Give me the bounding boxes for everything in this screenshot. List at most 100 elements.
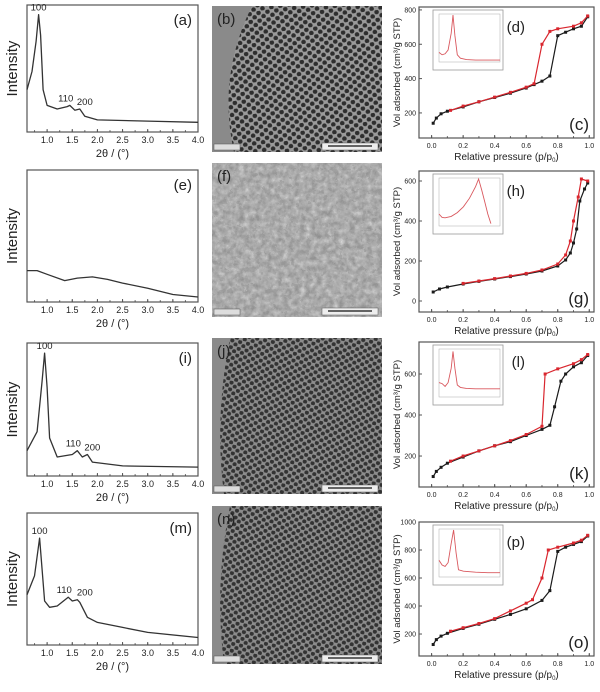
tem-micrograph <box>212 163 382 317</box>
adsorption-point <box>564 30 568 34</box>
adsorption-point <box>564 545 568 549</box>
inset-frame <box>432 344 504 406</box>
desorption-point <box>540 576 544 580</box>
chart-panel-i: 1.0 1.5 2.0 2.5 3.0 3.5 4.0 2θ / (°) Intensity 10… <box>4 341 204 504</box>
panel-label: (b) <box>217 11 235 28</box>
y-tick-label: 200 <box>404 632 416 639</box>
panel-label: (m) <box>170 520 193 537</box>
tem-info-bar <box>213 308 241 316</box>
tem-micrograph <box>212 506 382 664</box>
peak-label: 110 <box>58 93 73 104</box>
adsorption-point <box>439 634 443 638</box>
desorption-point <box>586 353 590 357</box>
desorption-point <box>579 538 583 542</box>
x-tick-label: 1.5 <box>66 305 79 315</box>
y-axis-label: Intensity <box>4 208 21 264</box>
x-tick-label: 0.6 <box>521 661 531 668</box>
adsorption-line <box>432 535 589 645</box>
x-tick-label: 0.2 <box>458 317 468 324</box>
desorption-point <box>572 541 576 545</box>
adsorption-point <box>431 290 435 294</box>
panel-label: (g) <box>568 289 589 308</box>
x-tick-label: 1.0 <box>584 492 594 499</box>
adsorption-point <box>540 427 544 431</box>
y-tick-label: 400 <box>404 76 416 83</box>
y-tick-label: 600 <box>404 179 416 186</box>
x-tick-label: 3.5 <box>167 135 180 145</box>
y-axis-label: Intensity <box>4 381 21 437</box>
adsorption-point <box>556 549 560 553</box>
peak-label: 110 <box>66 439 81 450</box>
panel-label: (e) <box>174 177 192 194</box>
x-tick-label: 1.5 <box>66 648 79 658</box>
x-axis-label-end: ) <box>555 501 558 512</box>
x-tick-label: 0.0 <box>427 143 437 150</box>
chart-panel-e: 1.0 1.5 2.0 2.5 3.0 3.5 4.0 2θ / (°) Intensity (e… <box>4 169 204 330</box>
adsorption-point <box>578 199 582 203</box>
desorption-point <box>532 82 536 86</box>
adsorption-point <box>540 598 544 602</box>
x-tick-label: 2.5 <box>116 135 129 145</box>
x-tick-label: 3.5 <box>167 479 180 489</box>
x-tick-label: 2.0 <box>91 479 104 489</box>
x-axis-label-main: Relative pressure (p/p <box>454 152 552 163</box>
y-tick-label: 200 <box>404 454 416 461</box>
tem-image-f: (f) <box>212 163 382 317</box>
desorption-point <box>461 454 465 458</box>
x-axis-label: Relative pressure (p/p0) <box>454 152 559 164</box>
y-axis-label: Vol adsorbed (cm³/g STP) <box>392 360 403 469</box>
adsorption-point <box>586 181 590 185</box>
inset-curve <box>438 14 500 61</box>
desorption-point <box>556 27 560 31</box>
xrd-pattern-line <box>26 537 199 639</box>
y-tick-label: 200 <box>404 259 416 266</box>
inset-panel-label: (p) <box>507 534 525 551</box>
desorption-point <box>508 609 512 613</box>
adsorption-point <box>556 34 560 38</box>
x-axis-label: 2θ / (°) <box>96 492 129 504</box>
adsorption-point <box>575 227 579 231</box>
x-tick-label: 0.6 <box>521 317 531 324</box>
plot-frame <box>26 512 199 646</box>
adsorption-point <box>564 258 568 262</box>
panel-label: (f) <box>217 168 231 185</box>
x-tick-label: 2.5 <box>116 648 129 658</box>
plot-frame <box>418 170 595 313</box>
inset-curve <box>438 529 500 574</box>
peak-label: 100 <box>32 526 48 537</box>
desorption-point <box>449 629 453 633</box>
tem-image-b: (b) <box>212 6 382 152</box>
y-axis-label: Vol adsorbed (cm³/g STP) <box>392 18 403 127</box>
y-tick-label: 400 <box>404 604 416 611</box>
x-axis-label-main: Relative pressure (p/p <box>454 326 552 337</box>
desorption-point <box>477 622 481 626</box>
adsorption-point <box>556 264 560 268</box>
mesopore-array <box>228 6 382 152</box>
desorption-point <box>524 271 528 275</box>
plot-frame <box>418 6 595 139</box>
desorption-point <box>556 262 560 266</box>
adsorption-point <box>548 589 552 593</box>
desorption-point <box>449 459 453 463</box>
tem-micrograph <box>212 338 382 494</box>
y-tick-label: 400 <box>404 219 416 226</box>
adsorption-point <box>445 109 449 113</box>
peak-label: 200 <box>77 588 93 599</box>
desorption-point <box>493 95 497 99</box>
inset-plot-frame <box>438 177 501 227</box>
x-axis-label: 2θ / (°) <box>96 318 129 330</box>
x-tick-label: 4.0 <box>192 648 205 658</box>
inset-curve <box>438 177 492 224</box>
y-axis-label: Vol adsorbed (cm³/g STP) <box>392 187 403 296</box>
adsorption-point <box>572 27 576 31</box>
x-axis-label-main: Relative pressure (p/p <box>454 670 552 681</box>
chart-panel-c: 0.0 0.2 0.4 0.6 0.8 1.0 200 400 600 800 Relative p… <box>392 6 595 164</box>
adsorption-point <box>508 612 512 616</box>
desorption-point <box>579 177 583 181</box>
x-tick-label: 1.0 <box>584 661 594 668</box>
x-tick-label: 2.0 <box>91 648 104 658</box>
x-tick-label: 0.8 <box>553 661 563 668</box>
desorption-point <box>572 362 576 366</box>
desorption-point <box>568 239 572 243</box>
